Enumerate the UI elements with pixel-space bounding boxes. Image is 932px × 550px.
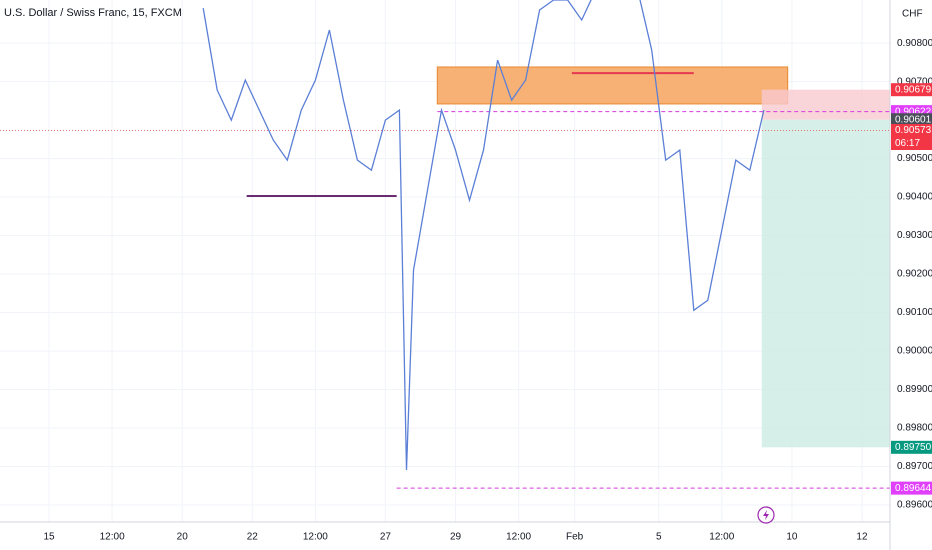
y-tick-label: 0.90100: [897, 307, 932, 318]
price-badge-label: 0.90679: [895, 84, 932, 95]
x-tick-label: 29: [450, 532, 462, 543]
x-tick-label: 12:00: [303, 532, 328, 543]
y-tick-label: 0.90700: [897, 76, 932, 87]
y-tick-label: 0.89900: [897, 384, 932, 395]
y-tick-label: 0.90000: [897, 346, 932, 357]
price-badge-label: 0.90601: [895, 114, 932, 125]
zone: [761, 89, 890, 120]
chart-title: U.S. Dollar / Swiss Franc, 15, FXCM: [4, 7, 182, 19]
price-badge-label: 0.90573: [895, 125, 932, 136]
price-badge: [891, 440, 932, 454]
y-tick-label: 0.89800: [897, 423, 932, 434]
x-tick-label: 15: [43, 532, 55, 543]
price-badge: [891, 481, 932, 495]
replay-icon[interactable]: [757, 506, 775, 524]
x-tick-label: 22: [247, 532, 259, 543]
price-badge-label: 0.90622: [895, 106, 932, 117]
x-tick-label: 12:00: [506, 532, 531, 543]
y-tick-label: 0.89700: [897, 461, 932, 472]
x-tick-label: 12:00: [100, 532, 125, 543]
price-badge-label: 0.89750: [895, 442, 932, 453]
y-tick-label: 0.90300: [897, 230, 932, 241]
x-tick-label: 12: [856, 532, 868, 543]
plot-area: [0, 0, 890, 522]
price-line: [202, 0, 765, 471]
axis-currency: CHF: [902, 9, 923, 20]
x-tick-label: 12:00: [709, 532, 734, 543]
x-tick-label: 27: [380, 532, 392, 543]
icon-bolt: [763, 510, 769, 520]
y-tick-label: 0.89600: [897, 500, 932, 511]
axes: 0.90800 0.90700 0.90500 0.90400 0.90300 0.902…: [43, 38, 932, 543]
price-badge-label: 0.89644: [895, 483, 932, 494]
countdown-label: 06:17: [895, 138, 920, 149]
y-tick-label: 0.90500: [897, 153, 932, 164]
x-tick-label: 5: [656, 532, 662, 543]
price-badge: [891, 113, 932, 127]
x-tick-label: 20: [177, 532, 189, 543]
x-tick-label: Feb: [566, 532, 584, 543]
price-badge: [891, 124, 932, 150]
y-tick-label: 0.90400: [897, 192, 932, 203]
zone: [761, 119, 890, 448]
price-badge: [891, 83, 932, 97]
y-tick-label: 0.90800: [897, 38, 932, 49]
y-tick-label: 0.90200: [897, 269, 932, 280]
x-tick-label: 10: [786, 532, 798, 543]
